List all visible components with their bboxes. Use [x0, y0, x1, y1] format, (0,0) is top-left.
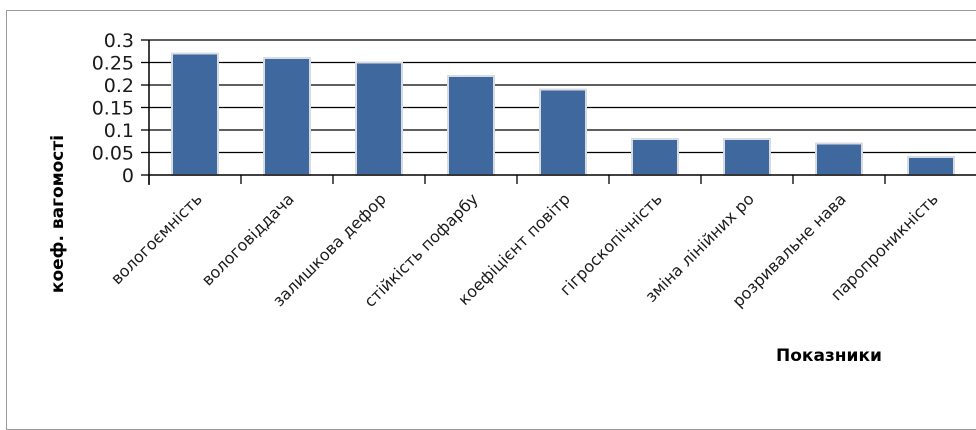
- x-category-label: вологоємність: [107, 189, 206, 288]
- bar: [907, 156, 955, 176]
- bars: [171, 52, 955, 176]
- bar: [723, 138, 771, 176]
- y-tick-label: 0: [122, 165, 134, 187]
- bar: [815, 142, 863, 176]
- y-axis-title: коеф. вагомості: [48, 135, 68, 293]
- y-tick-label: 0.1: [104, 120, 134, 142]
- bar: [631, 138, 679, 176]
- y-tick-label: 0.05: [92, 143, 134, 165]
- y-tick-label: 0.25: [92, 53, 134, 75]
- x-category-label: гігроскопічність: [556, 189, 666, 299]
- bar-chart: 00.050.10.150.20.250.3 вологоємністьволо…: [48, 30, 976, 366]
- y-tick-label: 0.15: [92, 98, 134, 120]
- bar: [263, 57, 311, 176]
- y-tick-label: 0.2: [104, 75, 134, 97]
- bar: [539, 88, 587, 176]
- y-tick-label: 0.3: [104, 30, 134, 52]
- bar: [447, 75, 495, 176]
- x-axis-title: Показники: [776, 346, 882, 366]
- x-category-label: вологовіддача: [198, 189, 298, 289]
- axes: [148, 40, 976, 185]
- y-tick-labels: 00.050.10.150.20.250.3: [92, 30, 134, 187]
- bar: [355, 61, 403, 176]
- bar: [171, 52, 219, 176]
